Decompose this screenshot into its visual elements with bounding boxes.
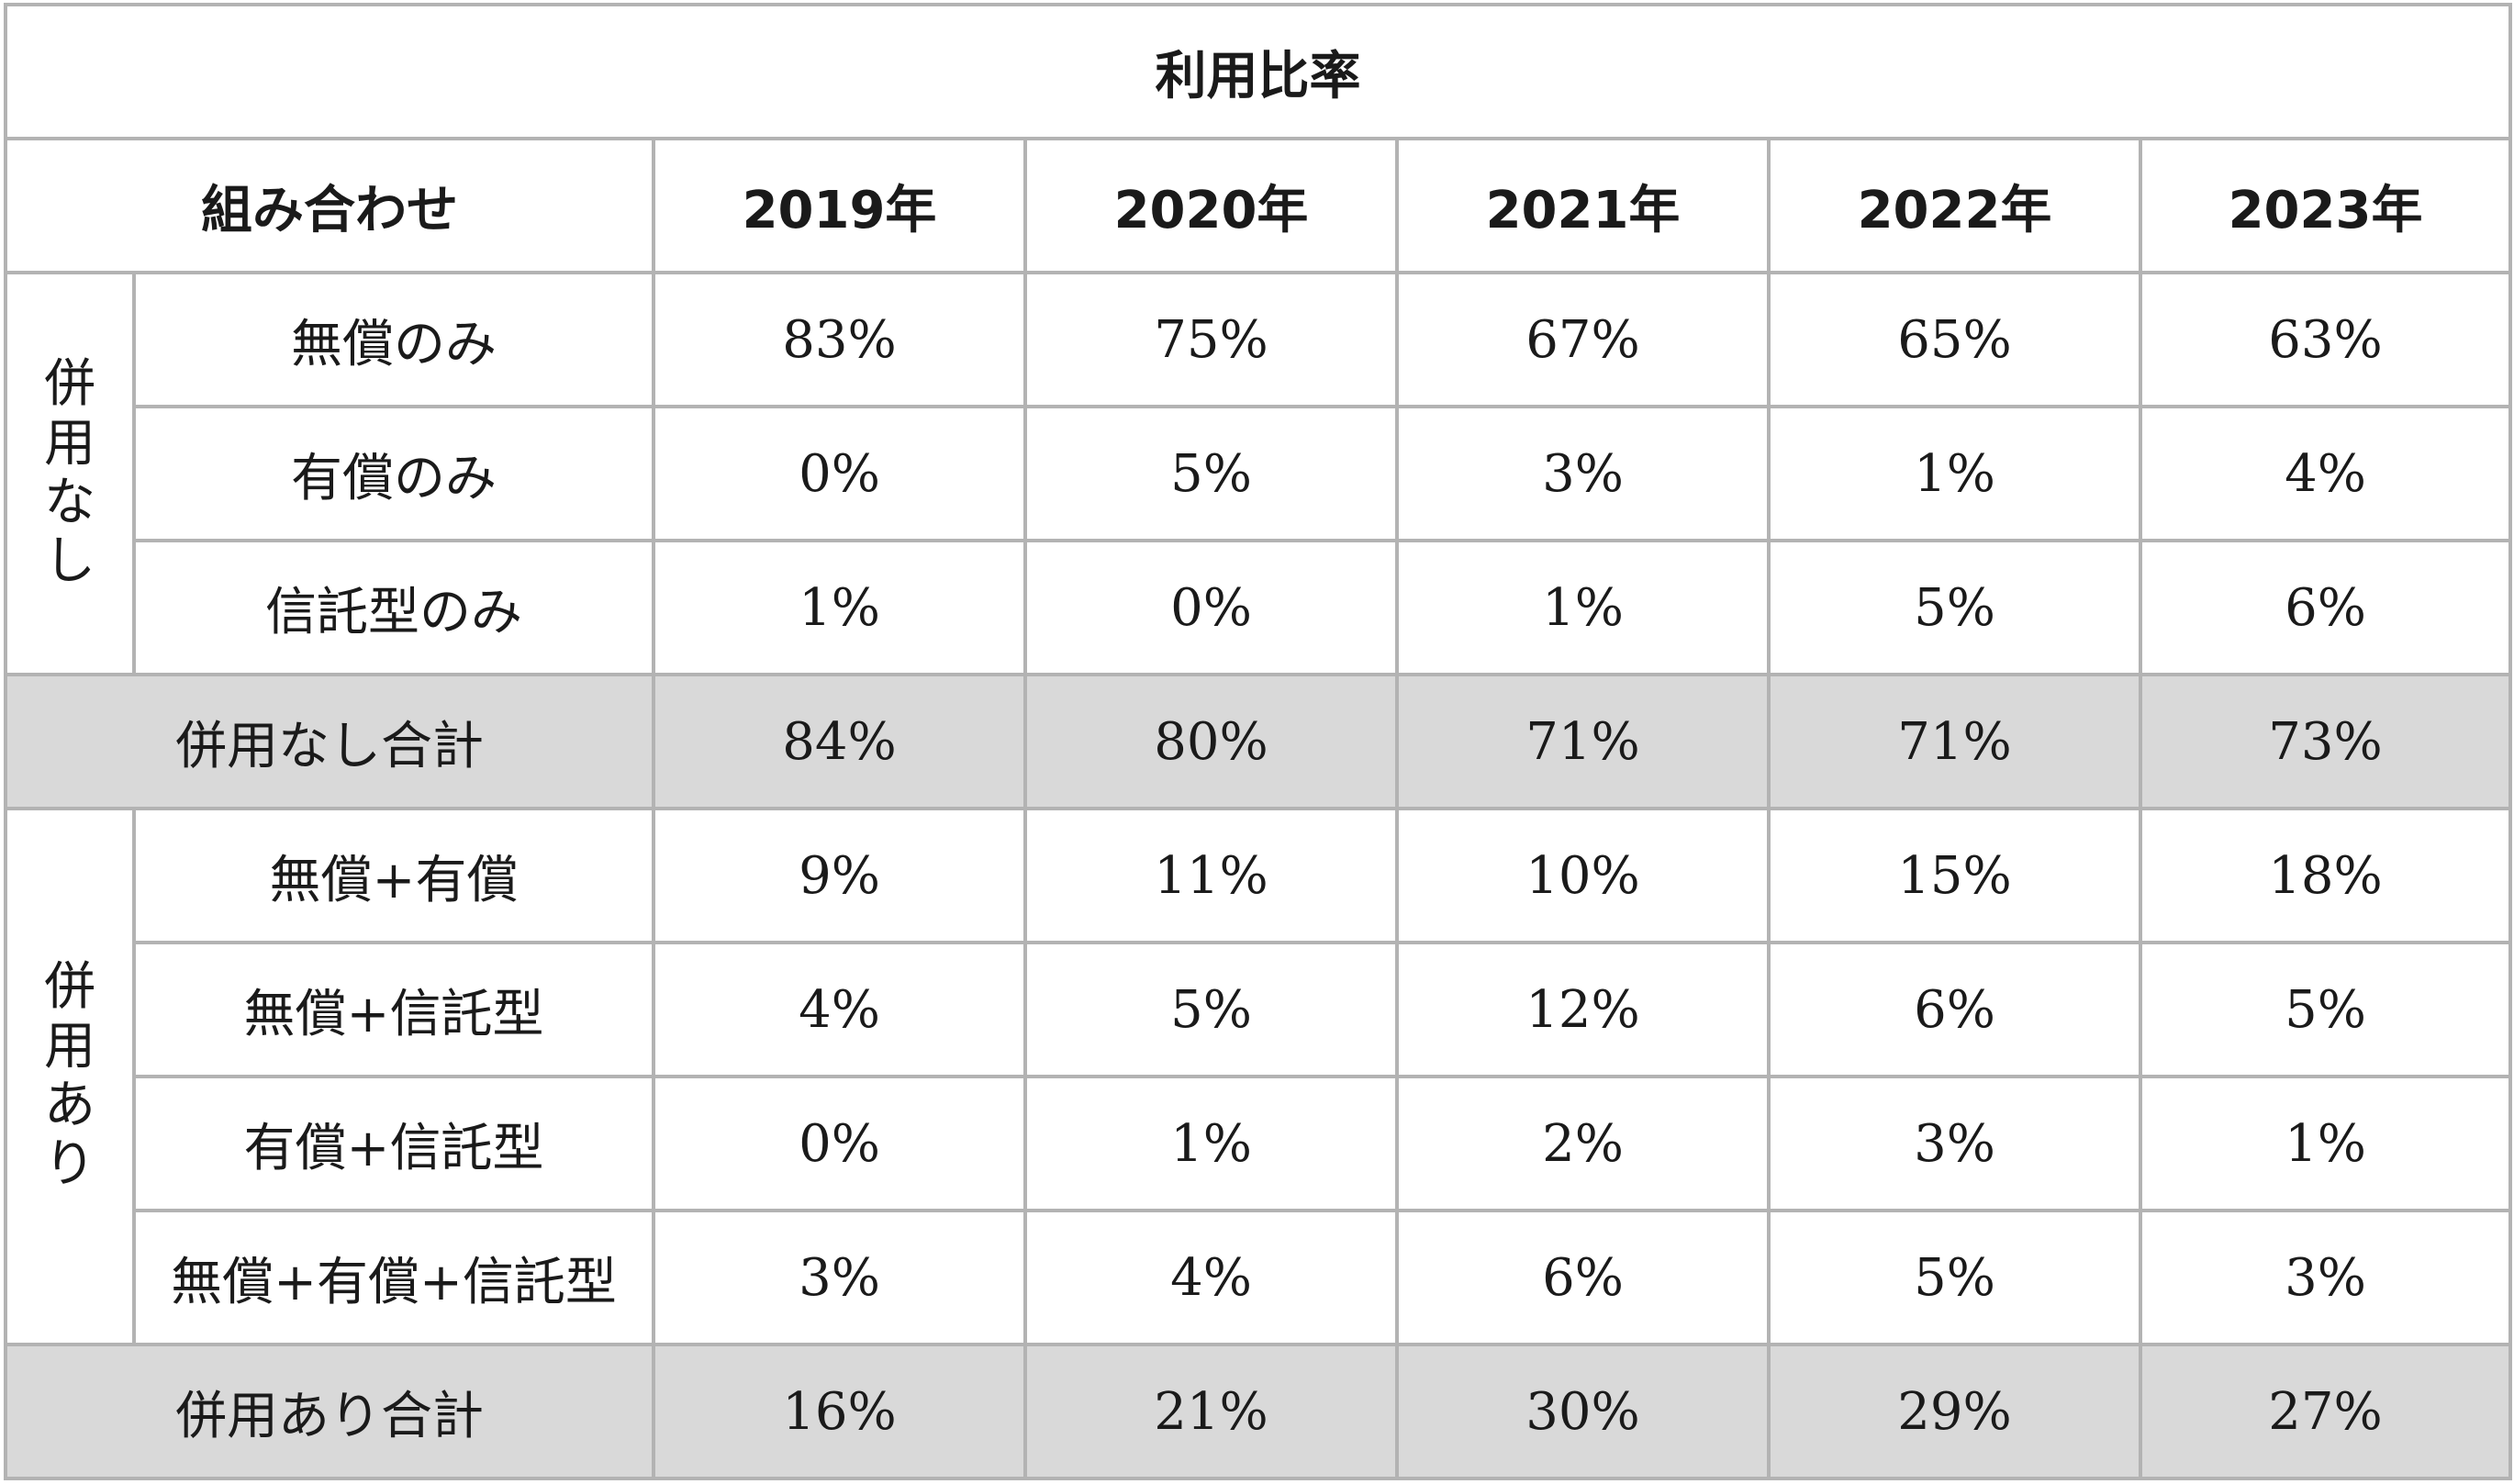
value-cell: 5%	[1767, 539, 2142, 676]
value-cell: 6%	[1767, 941, 2142, 1078]
group-label-none: 併 用 な し	[4, 271, 136, 676]
value-cell: 1%	[1023, 1075, 1399, 1212]
value-cell: 3%	[1767, 1075, 2142, 1212]
usage-ratio-table: 利用比率 組み合わせ 2019年 2020年 2021年 2022年 2023年…	[3, 3, 2513, 1480]
row-label: 無償のみ	[132, 271, 655, 408]
table-row: 有償のみ 0% 5% 3% 1% 4%	[6, 405, 2513, 542]
header-year: 2019年	[652, 137, 1027, 274]
table-row: 無償+有償+信託型 3% 4% 6% 5% 3%	[6, 1209, 2513, 1346]
value-cell: 15%	[1767, 807, 2142, 944]
table-row: 信託型のみ 1% 0% 1% 5% 6%	[6, 539, 2513, 676]
value-cell: 5%	[1767, 1209, 2142, 1346]
value-cell: 5%	[1023, 941, 1399, 1078]
value-cell: 0%	[652, 405, 1027, 542]
row-label: 有償のみ	[132, 405, 655, 542]
table-row: 併 用 な し 無償のみ 83% 75% 67% 65% 63%	[4, 271, 2513, 676]
subtotal-value: 71%	[1767, 673, 2142, 810]
table-row: 有償+信託型 0% 1% 2% 3% 1%	[6, 1075, 2513, 1212]
subtotal-value: 80%	[1023, 673, 1399, 810]
subtotal-value: 21%	[1023, 1343, 1399, 1480]
subtotal-value: 71%	[1395, 673, 1771, 810]
row-label: 信託型のみ	[132, 539, 655, 676]
value-cell: 3%	[2138, 1209, 2513, 1346]
header-year: 2020年	[1023, 137, 1399, 274]
subtotal-label: 併用あり合計	[4, 1343, 655, 1480]
value-cell: 3%	[1395, 405, 1771, 542]
value-cell: 1%	[2138, 1075, 2513, 1212]
header-row: 組み合わせ 2019年 2020年 2021年 2022年 2023年	[4, 137, 2513, 274]
value-cell: 1%	[1395, 539, 1771, 676]
table-row: 併 用 あ り 無償+有償 9% 11% 10% 15% 18%	[4, 807, 2513, 1346]
subtotal-value: 84%	[652, 673, 1027, 810]
header-combination: 組み合わせ	[4, 137, 655, 274]
value-cell: 12%	[1395, 941, 1771, 1078]
value-cell: 1%	[652, 539, 1027, 676]
value-cell: 67%	[1395, 271, 1771, 408]
value-cell: 0%	[652, 1075, 1027, 1212]
header-year: 2021年	[1395, 137, 1771, 274]
subtotal-value: 29%	[1767, 1343, 2142, 1480]
value-cell: 5%	[1023, 405, 1399, 542]
header-year: 2022年	[1767, 137, 2142, 274]
value-cell: 5%	[2138, 941, 2513, 1078]
subtotal-row-none: 併用なし合計 84% 80% 71% 71% 73%	[4, 673, 2513, 810]
value-cell: 11%	[1023, 807, 1399, 944]
row-label: 無償+有償	[132, 807, 655, 944]
value-cell: 6%	[1395, 1209, 1771, 1346]
value-cell: 2%	[1395, 1075, 1771, 1212]
table-title: 利用比率	[3, 3, 2513, 140]
value-cell: 63%	[2138, 271, 2513, 408]
value-cell: 75%	[1023, 271, 1399, 408]
subtotal-value: 27%	[2138, 1343, 2513, 1480]
row-label: 無償+信託型	[132, 941, 655, 1078]
value-cell: 10%	[1395, 807, 1771, 944]
row-label: 無償+有償+信託型	[132, 1209, 655, 1346]
subtotal-value: 30%	[1395, 1343, 1771, 1480]
value-cell: 3%	[652, 1209, 1027, 1346]
subtotal-label: 併用なし合計	[4, 673, 655, 810]
value-cell: 18%	[2138, 807, 2513, 944]
value-cell: 1%	[1767, 405, 2142, 542]
value-cell: 65%	[1767, 271, 2142, 408]
subtotal-value: 73%	[2138, 673, 2513, 810]
value-cell: 6%	[2138, 539, 2513, 676]
value-cell: 0%	[1023, 539, 1399, 676]
subtotal-row-combined: 併用あり合計 16% 21% 30% 29% 27%	[4, 1343, 2513, 1480]
group-label-combined: 併 用 あ り	[4, 807, 136, 1346]
row-label: 有償+信託型	[132, 1075, 655, 1212]
header-year: 2023年	[2138, 137, 2513, 274]
value-cell: 4%	[2138, 405, 2513, 542]
subtotal-value: 16%	[652, 1343, 1027, 1480]
value-cell: 83%	[652, 271, 1027, 408]
table-row: 無償+信託型 4% 5% 12% 6% 5%	[6, 941, 2513, 1078]
value-cell: 9%	[652, 807, 1027, 944]
value-cell: 4%	[652, 941, 1027, 1078]
value-cell: 4%	[1023, 1209, 1399, 1346]
title-row: 利用比率	[3, 3, 2513, 140]
